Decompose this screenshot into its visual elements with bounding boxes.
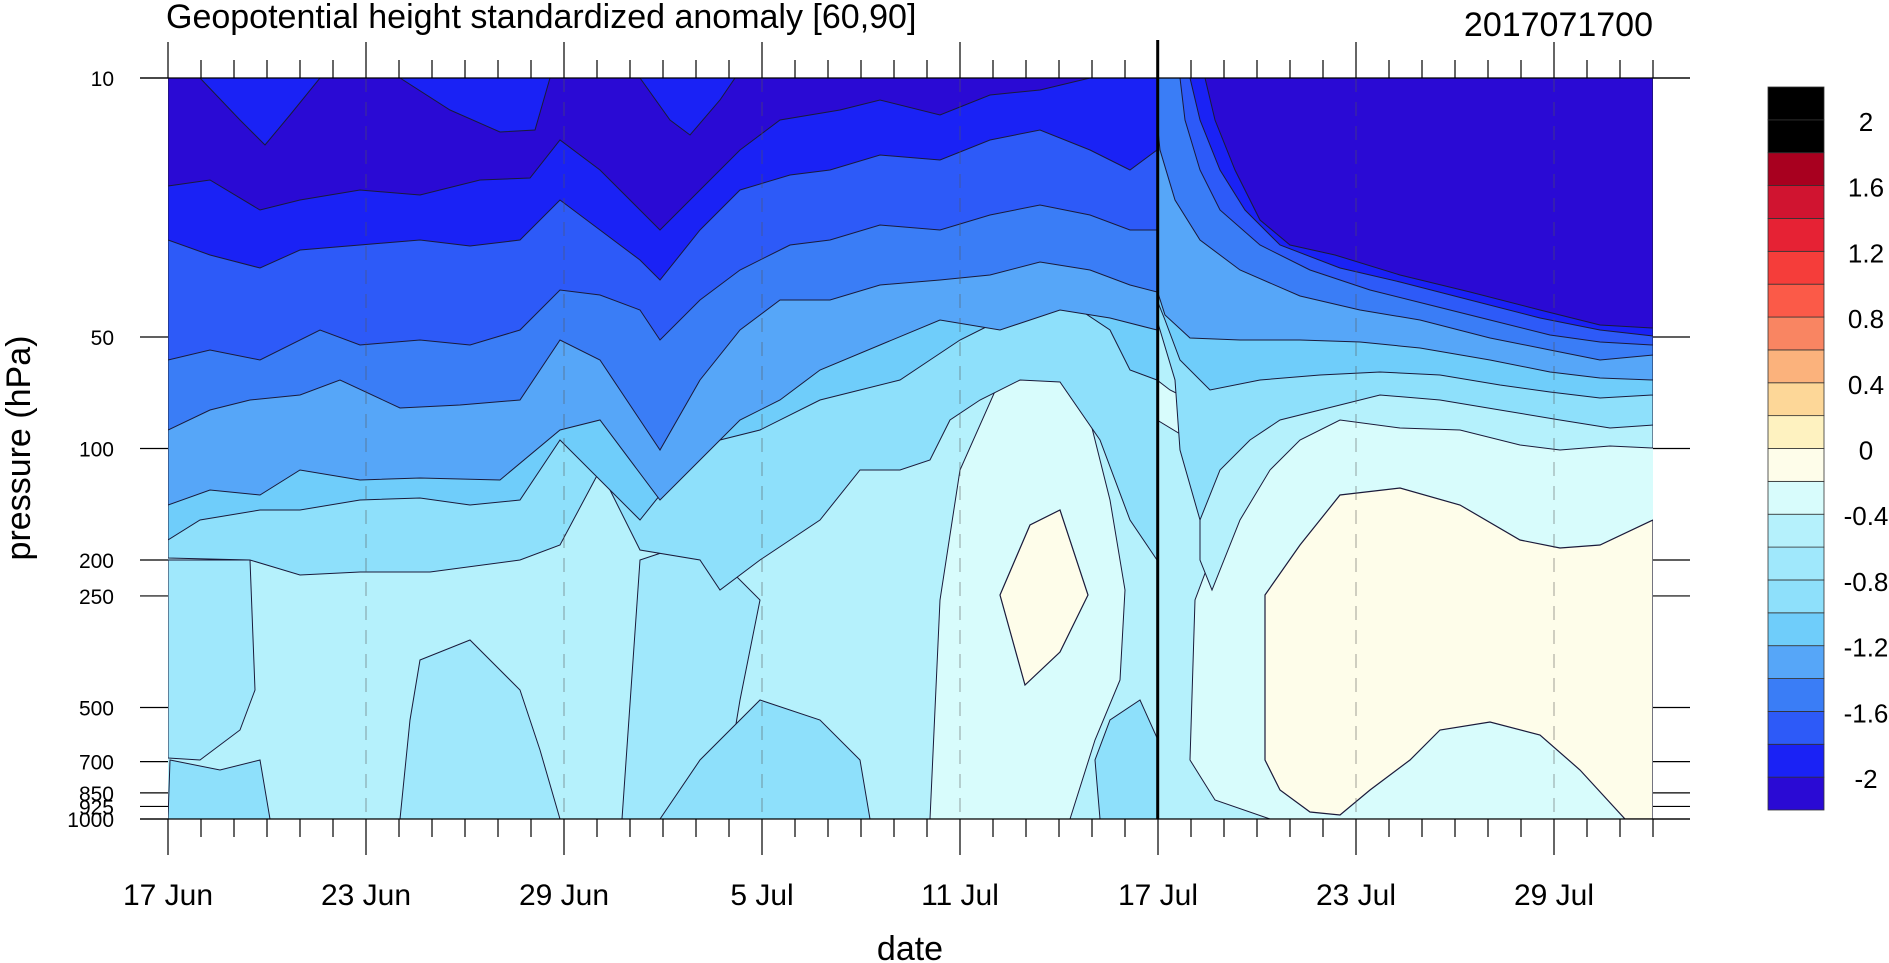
colorbar-swatch bbox=[1767, 678, 1825, 712]
colorbar-swatch bbox=[1767, 86, 1825, 121]
x-tick-label: 29 Jun bbox=[519, 879, 609, 912]
colorbar-label: 0.4 bbox=[1848, 370, 1884, 400]
chart-title: Geopotential height standardized anomaly… bbox=[166, 0, 916, 36]
colorbar-label: 0.8 bbox=[1848, 304, 1884, 334]
contour-pocket-2 bbox=[399, 78, 551, 133]
colorbar-label: -0.4 bbox=[1844, 501, 1889, 531]
y-tick-label: 50 bbox=[91, 327, 114, 350]
colorbar-swatch bbox=[1767, 152, 1825, 186]
colorbar-swatch bbox=[1767, 382, 1825, 417]
colorbar-label: 0 bbox=[1859, 436, 1873, 466]
x-tick-label: 17 Jul bbox=[1118, 879, 1198, 912]
y-tick-label: 250 bbox=[79, 586, 114, 609]
colorbar-label: 2 bbox=[1859, 107, 1873, 137]
colorbar-swatch bbox=[1767, 250, 1825, 285]
colorbar-swatch bbox=[1767, 546, 1825, 581]
contour-band-lower-left-dark bbox=[168, 759, 271, 819]
colorbar-swatch bbox=[1767, 579, 1825, 614]
contour-band-5jul-lower bbox=[659, 699, 871, 819]
contour-field bbox=[168, 78, 1653, 819]
colorbar-swatch bbox=[1767, 349, 1825, 384]
contour-pocket-1 bbox=[199, 78, 321, 146]
x-tick-label: 23 Jul bbox=[1316, 879, 1396, 912]
y-axis-label: pressure (hPa) bbox=[0, 336, 38, 561]
colorbar-label: -0.8 bbox=[1844, 567, 1889, 597]
colorbar-swatch bbox=[1767, 711, 1825, 745]
forecast-positive bbox=[1264, 487, 1653, 819]
colorbar-swatch bbox=[1767, 415, 1825, 449]
contour-mid-medium bbox=[1094, 699, 1159, 819]
x-tick-label: 17 Jun bbox=[123, 879, 213, 912]
x-tick-label: 5 Jul bbox=[730, 879, 793, 912]
colorbar-swatch bbox=[1767, 612, 1825, 647]
colorbar-swatch bbox=[1767, 448, 1825, 482]
y-tick-label: 100 bbox=[79, 439, 114, 462]
colorbar-swatch bbox=[1767, 316, 1825, 351]
colorbar-swatch bbox=[1767, 776, 1825, 811]
x-tick-label: 23 Jun bbox=[321, 879, 411, 912]
colorbar-label: 1.2 bbox=[1848, 238, 1884, 268]
x-axis-label: date bbox=[877, 930, 943, 963]
x-tick-label: 11 Jul bbox=[921, 879, 999, 912]
colorbar-swatch bbox=[1767, 480, 1825, 515]
y-tick-label: 700 bbox=[79, 752, 114, 775]
colorbar-label: 1.6 bbox=[1848, 173, 1884, 203]
contour-band-lower-mid bbox=[399, 639, 561, 819]
colorbar-label: -2 bbox=[1854, 764, 1877, 794]
forecast-weak-neg-left bbox=[1156, 419, 1271, 819]
x-axis: 17 Jun 23 Jun 29 Jun 5 Jul 11 Jul 17 Jul 23 Ju… bbox=[123, 42, 1654, 912]
colorbar-label: -1.2 bbox=[1844, 633, 1889, 663]
x-tick-label: 29 Jul bbox=[1514, 879, 1594, 912]
y-tick-label: 500 bbox=[79, 697, 114, 720]
y-tick-label: 1000 bbox=[67, 809, 114, 832]
colorbar-swatch bbox=[1767, 513, 1825, 548]
colorbar-swatch bbox=[1767, 119, 1825, 154]
contour-band-m7 bbox=[168, 78, 1091, 231]
y-tick-label: 925 bbox=[79, 796, 114, 819]
colorbar-swatch bbox=[1767, 218, 1825, 252]
colorbar-swatch bbox=[1767, 645, 1825, 679]
colorbar-label: -1.6 bbox=[1844, 698, 1889, 728]
plot-frame bbox=[140, 77, 1690, 820]
colorbar: 2 1.6 1.2 0.8 0.4 0 -0.4 -0.8 -1.2 -1.6 -2 bbox=[1767, 86, 1889, 811]
y-tick-label: 850 bbox=[79, 783, 114, 806]
colorbar-swatch bbox=[1767, 743, 1825, 778]
y-tick-label: 200 bbox=[79, 550, 114, 573]
y-tick-label: 10 bbox=[91, 68, 114, 91]
colorbar-swatch bbox=[1767, 283, 1825, 318]
colorbar-swatch bbox=[1767, 185, 1825, 219]
contour-pocket-3 bbox=[639, 78, 736, 136]
forecast-band-m8 bbox=[1195, 78, 1653, 329]
date-stamp: 2017071700 bbox=[1464, 6, 1653, 44]
contour-positive-mid bbox=[999, 509, 1089, 687]
